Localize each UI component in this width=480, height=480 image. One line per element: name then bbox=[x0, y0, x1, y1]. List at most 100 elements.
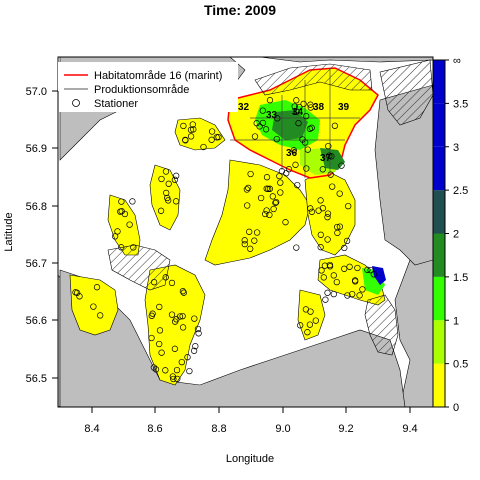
station-marker bbox=[172, 198, 180, 205]
station-marker bbox=[174, 375, 181, 383]
station-marker bbox=[312, 317, 319, 324]
land-south bbox=[59, 269, 406, 407]
station-marker bbox=[187, 133, 195, 140]
station-marker bbox=[370, 271, 377, 278]
station-marker bbox=[157, 207, 165, 214]
station-marker bbox=[315, 207, 322, 214]
station-marker bbox=[352, 278, 359, 285]
station-marker bbox=[307, 205, 314, 212]
station-marker bbox=[331, 122, 339, 129]
station-marker bbox=[190, 347, 198, 354]
colorbar-band bbox=[433, 103, 445, 147]
station-marker bbox=[318, 267, 325, 274]
legend-station-label: Stationer bbox=[94, 98, 138, 110]
station-marker bbox=[243, 186, 251, 193]
area-label-32: 32 bbox=[238, 102, 250, 113]
station-marker bbox=[336, 223, 344, 230]
station-marker bbox=[162, 168, 170, 175]
station-marker bbox=[306, 321, 314, 328]
station-marker bbox=[303, 113, 310, 120]
station-marker bbox=[187, 126, 195, 134]
station-marker bbox=[306, 125, 314, 132]
x-tick-label: 9.4 bbox=[402, 423, 417, 435]
station-marker bbox=[262, 210, 269, 218]
colorbar-band bbox=[433, 146, 445, 191]
station-marker bbox=[130, 244, 137, 251]
station-marker bbox=[186, 367, 193, 375]
station-marker bbox=[282, 219, 289, 226]
station-marker bbox=[354, 264, 361, 272]
station-marker bbox=[111, 233, 119, 240]
area-label-34: 34 bbox=[292, 107, 304, 118]
colorbar: 0 0.5 1 1.5 2 2.5 3 3.5 ∞ bbox=[432, 55, 468, 414]
station-marker bbox=[163, 189, 170, 197]
station-marker bbox=[263, 207, 270, 214]
colorbar-band bbox=[433, 276, 445, 321]
station-marker bbox=[162, 367, 169, 374]
station-marker bbox=[274, 115, 281, 122]
station-marker bbox=[317, 231, 324, 238]
station-marker bbox=[194, 325, 202, 333]
station-marker bbox=[293, 97, 300, 104]
station-marker bbox=[195, 330, 202, 337]
blue-patch bbox=[372, 266, 386, 285]
station-marker bbox=[173, 366, 181, 374]
station-marker bbox=[341, 265, 348, 272]
station-marker bbox=[326, 261, 334, 269]
station-marker bbox=[73, 289, 81, 296]
station-marker bbox=[190, 126, 197, 133]
station-marker bbox=[277, 189, 284, 196]
station-marker bbox=[244, 202, 251, 209]
station-marker bbox=[293, 244, 300, 251]
station-marker bbox=[320, 274, 327, 281]
legend-habitat-label: Habitatområde 16 (marint) bbox=[94, 70, 222, 82]
station-marker bbox=[179, 312, 186, 320]
colorbar-tick-label: 1 bbox=[453, 315, 459, 327]
y-axis-label: Latitude bbox=[3, 212, 15, 251]
station-marker bbox=[168, 279, 176, 287]
x-tick-label: 9.2 bbox=[338, 423, 353, 435]
station-marker bbox=[262, 126, 270, 133]
station-marker bbox=[324, 214, 331, 221]
station-marker bbox=[273, 135, 280, 143]
y-tick-label: 56.7 bbox=[26, 258, 47, 270]
station-marker bbox=[148, 334, 155, 342]
station-marker bbox=[297, 322, 304, 329]
station-marker bbox=[330, 272, 337, 279]
station-marker bbox=[364, 266, 371, 273]
area-label-33: 33 bbox=[266, 110, 278, 121]
station-marker bbox=[277, 179, 284, 186]
station-marker bbox=[200, 143, 207, 151]
station-marker bbox=[346, 263, 353, 270]
station-marker bbox=[319, 166, 326, 173]
area-label-38: 38 bbox=[313, 102, 325, 113]
station-marker bbox=[307, 104, 314, 111]
station-marker bbox=[329, 183, 336, 190]
station-marker bbox=[152, 366, 160, 373]
hatched-area-northeast bbox=[379, 59, 433, 126]
x-tick-label: 8.6 bbox=[147, 423, 162, 435]
station-marker bbox=[292, 161, 299, 168]
station-marker bbox=[324, 236, 331, 243]
station-marker bbox=[333, 278, 340, 286]
station-marker bbox=[156, 340, 163, 348]
station-marker bbox=[208, 136, 215, 143]
fjord-skive bbox=[204, 159, 311, 266]
hatched-area-west bbox=[107, 244, 171, 291]
station-marker bbox=[171, 176, 179, 183]
station-marker bbox=[170, 375, 177, 383]
station-marker bbox=[293, 108, 300, 115]
station-marker bbox=[294, 181, 301, 189]
y-tick-label: 56.6 bbox=[26, 315, 47, 327]
colorbar-band bbox=[433, 363, 445, 407]
x-tick-label: 8.8 bbox=[211, 423, 226, 435]
station-marker bbox=[325, 142, 332, 150]
station-marker bbox=[191, 315, 198, 322]
station-marker bbox=[215, 133, 222, 141]
station-marker bbox=[179, 324, 187, 331]
map-area: 32 33 34 38 39 36 37 bbox=[58, 57, 433, 407]
station-marker bbox=[276, 172, 283, 180]
station-marker bbox=[171, 318, 179, 325]
x-tick-label: 9.0 bbox=[275, 423, 290, 435]
